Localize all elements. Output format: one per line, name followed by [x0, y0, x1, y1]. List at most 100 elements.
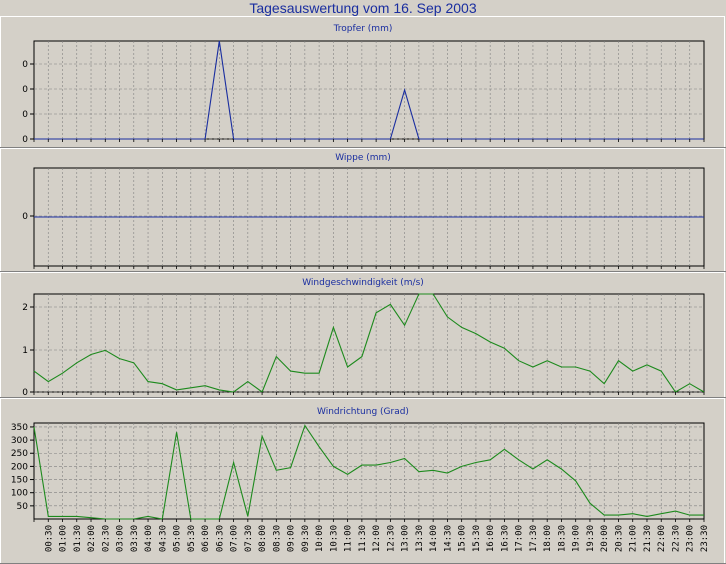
data-point: [218, 216, 220, 218]
data-point: [304, 372, 306, 374]
data-point: [218, 389, 220, 391]
y-tick-label: 350: [11, 423, 28, 433]
data-point: [689, 216, 691, 218]
data-point: [261, 216, 263, 218]
data-point: [703, 514, 705, 516]
x-tick-label: 02:00: [87, 525, 97, 552]
data-point: [517, 459, 519, 461]
data-point: [304, 424, 306, 426]
data-point: [432, 216, 434, 218]
data-point: [147, 380, 149, 382]
data-point: [275, 469, 277, 471]
data-point: [104, 216, 106, 218]
data-point: [104, 349, 106, 351]
x-tick-label: 17:00: [515, 525, 525, 552]
data-point: [361, 216, 363, 218]
data-point: [617, 216, 619, 218]
data-point: [646, 515, 648, 517]
data-point: [446, 316, 448, 318]
data-point: [247, 380, 249, 382]
x-tick-label: 11:00: [344, 525, 354, 552]
x-tick-label: 06:00: [201, 525, 211, 552]
data-point: [247, 515, 249, 517]
x-tick-label: 14:00: [429, 525, 439, 552]
data-point: [589, 370, 591, 372]
data-point: [361, 355, 363, 357]
data-point: [689, 382, 691, 384]
x-tick-label: 19:00: [572, 525, 582, 552]
x-tick-label: 13:30: [415, 525, 425, 552]
data-point: [575, 480, 577, 482]
x-tick-label: 03:30: [130, 525, 140, 552]
data-point: [589, 502, 591, 504]
y-tick-label: 300: [11, 436, 28, 446]
x-tick-label: 20:00: [600, 525, 610, 552]
data-point: [346, 216, 348, 218]
x-tick-label: 20:30: [614, 525, 624, 552]
data-point: [389, 303, 391, 305]
data-point: [33, 370, 35, 372]
data-point: [703, 216, 705, 218]
data-point: [389, 216, 391, 218]
data-point: [460, 326, 462, 328]
data-point: [289, 370, 291, 372]
y-tick-label: 0: [22, 110, 28, 120]
data-point: [76, 216, 78, 218]
x-tick-label: 19:30: [586, 525, 596, 552]
data-point: [118, 357, 120, 359]
x-tick-label: 06:30: [215, 525, 225, 552]
data-point: [204, 385, 206, 387]
data-point: [446, 216, 448, 218]
data-point: [489, 216, 491, 218]
plot-area-0: [33, 40, 705, 140]
data-point: [532, 468, 534, 470]
data-point: [674, 510, 676, 512]
data-point: [603, 216, 605, 218]
data-point: [133, 216, 135, 218]
x-tick-label: 05:30: [187, 525, 197, 552]
data-point: [546, 216, 548, 218]
data-point: [475, 461, 477, 463]
x-tick-label: 10:30: [329, 525, 339, 552]
data-point: [161, 216, 163, 218]
data-point: [61, 372, 63, 374]
series-line-3: [33, 424, 704, 520]
x-tick-label: 14:30: [443, 525, 453, 552]
y-tick-label: 0: [22, 60, 28, 70]
x-tick-label: 12:30: [386, 525, 396, 552]
data-point: [475, 216, 477, 218]
x-tick-label: 08:00: [258, 525, 268, 552]
data-point: [546, 360, 548, 362]
data-point: [646, 216, 648, 218]
x-tick-label: 02:30: [101, 525, 111, 552]
data-point: [318, 372, 320, 374]
y-tick-label: 50: [17, 502, 29, 512]
x-tick-label: 18:30: [557, 525, 567, 552]
data-point: [432, 293, 434, 295]
data-point: [517, 216, 519, 218]
x-tick-label: 21:00: [629, 525, 639, 552]
data-point: [674, 216, 676, 218]
data-point: [603, 514, 605, 516]
data-point: [90, 516, 92, 518]
data-point: [632, 216, 634, 218]
x-tick-label: 09:30: [301, 525, 311, 552]
data-point: [575, 366, 577, 368]
data-point: [346, 366, 348, 368]
series-line-2: [33, 293, 705, 393]
x-tick-label: 16:30: [500, 525, 510, 552]
data-point: [304, 216, 306, 218]
data-point: [147, 216, 149, 218]
data-point: [232, 216, 234, 218]
data-point: [232, 461, 234, 463]
x-tick-label: 09:00: [287, 525, 297, 552]
x-tick-label: 05:00: [173, 525, 183, 552]
series-line-0: [34, 40, 704, 140]
data-point: [318, 445, 320, 447]
data-point: [617, 360, 619, 362]
data-point: [261, 435, 263, 437]
data-point: [403, 89, 405, 91]
data-point: [47, 380, 49, 382]
data-point: [318, 216, 320, 218]
data-point: [632, 513, 634, 515]
